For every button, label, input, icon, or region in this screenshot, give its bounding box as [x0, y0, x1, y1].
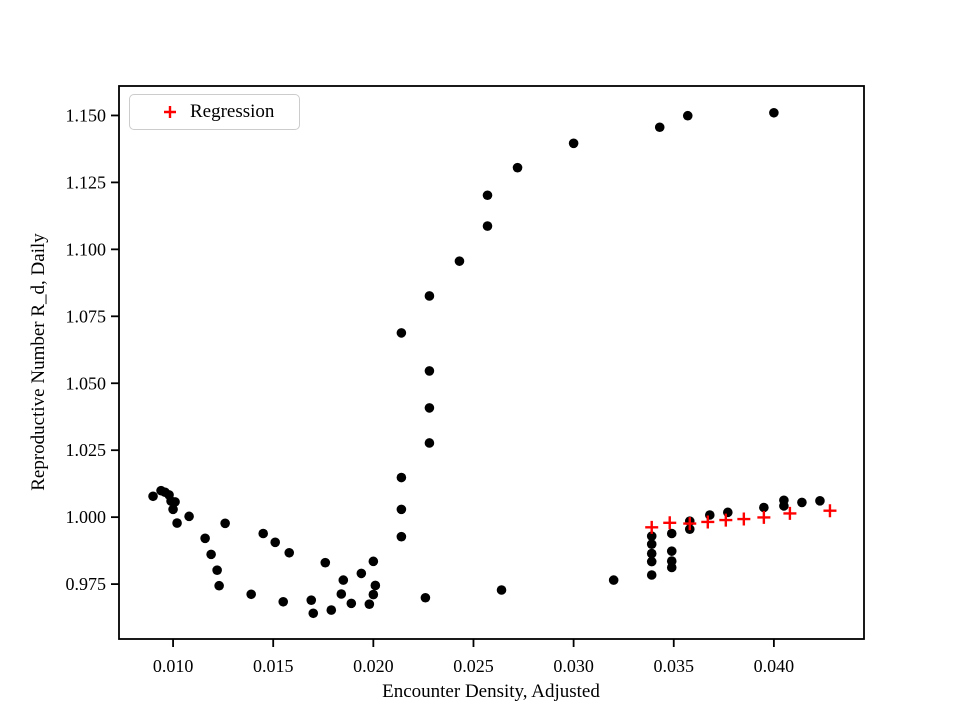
- x-axis-label: Encounter Density, Adjusted: [382, 681, 600, 702]
- data-point: [396, 531, 407, 542]
- y-tick-label: 1.000: [66, 507, 107, 527]
- data-point: [368, 556, 379, 567]
- data-point: [420, 592, 431, 603]
- data-point: [396, 504, 407, 515]
- y-tick-label: 1.075: [66, 306, 107, 326]
- y-tick-label: 1.025: [66, 440, 107, 460]
- data-point: [320, 557, 331, 568]
- y-tick-label: 1.050: [66, 373, 107, 393]
- data-point: [220, 518, 230, 529]
- data-point: [424, 366, 435, 376]
- x-tick-label: 0.030: [553, 656, 594, 676]
- data-point: [270, 537, 281, 548]
- x-tick-label: 0.035: [653, 656, 694, 676]
- data-point: [368, 589, 379, 600]
- data-point: [214, 580, 224, 591]
- data-point: [168, 504, 178, 515]
- regression-point: [719, 513, 733, 527]
- data-point: [646, 531, 657, 541]
- data-point: [396, 328, 407, 338]
- data-point: [148, 491, 158, 502]
- x-tick-label: 0.040: [754, 656, 795, 676]
- data-point: [704, 510, 715, 520]
- data-point: [278, 596, 289, 607]
- data-point: [172, 518, 182, 528]
- regression-plus-icon: [164, 106, 176, 118]
- data-point: [666, 562, 677, 573]
- data-point: [370, 580, 381, 591]
- data-point: [364, 599, 375, 609]
- regression-point: [701, 515, 715, 529]
- data-point: [338, 575, 349, 585]
- data-point: [654, 122, 665, 133]
- regression-point: [783, 506, 797, 520]
- data-point: [246, 589, 256, 600]
- data-point: [646, 539, 657, 549]
- regression-point: [757, 510, 771, 524]
- data-point: [424, 291, 435, 301]
- data-point: [454, 256, 465, 266]
- regression-point: [683, 517, 697, 531]
- legend: Regression: [129, 94, 300, 130]
- regression-point: [663, 516, 677, 530]
- regression-point: [737, 512, 751, 526]
- data-point: [170, 497, 180, 507]
- data-point: [200, 533, 210, 544]
- data-point: [184, 511, 194, 522]
- x-tick-label: 0.025: [453, 656, 494, 676]
- data-point: [608, 575, 619, 585]
- data-point: [396, 472, 407, 483]
- data-point: [258, 528, 268, 539]
- y-tick-label: 0.975: [66, 574, 107, 594]
- data-point: [424, 438, 435, 448]
- data-point: [723, 507, 733, 518]
- y-tick-label: 1.100: [66, 239, 107, 259]
- data-point: [646, 570, 657, 580]
- series-Regression: [645, 504, 837, 534]
- data-point: [512, 162, 523, 173]
- y-axis-label: Reproductive Number R_d, Daily: [28, 233, 49, 491]
- data-point: [666, 546, 677, 556]
- data-point: [759, 502, 769, 513]
- y-tick-label: 1.150: [66, 105, 107, 125]
- regression-point: [645, 520, 659, 534]
- data-point: [212, 565, 222, 575]
- data-point: [779, 501, 789, 511]
- data-point: [682, 110, 693, 121]
- data-point: [284, 547, 295, 558]
- plot-frame: [118, 85, 865, 640]
- data-point: [308, 608, 319, 619]
- data-point: [797, 497, 807, 508]
- series-observations: [148, 107, 825, 619]
- data-point: [326, 605, 337, 615]
- data-point: [356, 568, 367, 579]
- data-point: [424, 403, 435, 413]
- data-point: [769, 107, 779, 118]
- y-tick-label: 1.125: [66, 172, 107, 192]
- data-point: [482, 221, 493, 231]
- data-point: [306, 595, 317, 605]
- data-point: [815, 496, 825, 506]
- data-point: [646, 548, 657, 559]
- data-point: [568, 138, 579, 149]
- data-point: [336, 589, 347, 599]
- x-tick-label: 0.015: [253, 656, 294, 676]
- data-point: [496, 585, 507, 595]
- data-point: [346, 598, 357, 609]
- legend-label: Regression: [190, 101, 275, 122]
- data-point: [482, 190, 493, 201]
- data-point: [666, 528, 677, 539]
- x-tick-label: 0.020: [353, 656, 394, 676]
- regression-point: [823, 504, 837, 518]
- x-tick-label: 0.010: [153, 656, 194, 676]
- data-point: [646, 556, 657, 567]
- data-point: [206, 549, 216, 560]
